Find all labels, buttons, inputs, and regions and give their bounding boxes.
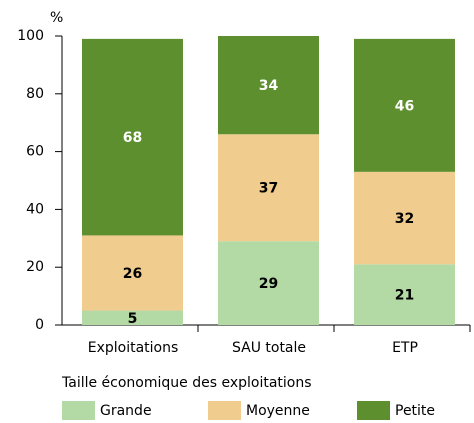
bar-segment: [354, 171, 455, 265]
legend-swatch: [208, 401, 241, 420]
y-axis-label: %: [50, 10, 63, 26]
legend-swatch: [357, 401, 390, 420]
legend-swatch: [62, 401, 95, 420]
value-label: 5: [128, 311, 138, 327]
y-tick-label: 40: [26, 201, 44, 217]
bar-segment: [82, 310, 183, 325]
bar-segment: [218, 134, 319, 242]
y-tick-label: 0: [35, 317, 44, 333]
value-label: 68: [123, 130, 142, 146]
legend-label: Petite: [395, 403, 435, 419]
value-label: 21: [395, 288, 414, 304]
value-label: 37: [259, 181, 278, 197]
y-tick-label: 20: [26, 259, 44, 275]
bar-segment: [82, 235, 183, 311]
legend-label: Moyenne: [246, 403, 310, 419]
value-label: 46: [395, 98, 414, 114]
y-tick-label: 100: [17, 28, 44, 44]
x-tick-label: Exploitations: [88, 340, 179, 356]
value-label: 32: [395, 211, 414, 227]
bar-segment: [82, 38, 183, 236]
legend-label: Grande: [100, 403, 152, 419]
bar-segment: [354, 264, 455, 325]
value-label: 34: [259, 78, 279, 94]
y-tick-label: 80: [26, 86, 44, 102]
value-label: 29: [259, 276, 278, 292]
legend-title: Taille économique des exploitations: [61, 375, 312, 391]
bar-segment: [218, 241, 319, 325]
value-label: 26: [123, 266, 142, 282]
bar-segment: [218, 36, 319, 135]
y-tick-label: 60: [26, 144, 44, 160]
bar-segment: [354, 38, 455, 172]
x-tick-label: SAU totale: [232, 340, 306, 356]
x-tick-label: ETP: [392, 340, 418, 356]
